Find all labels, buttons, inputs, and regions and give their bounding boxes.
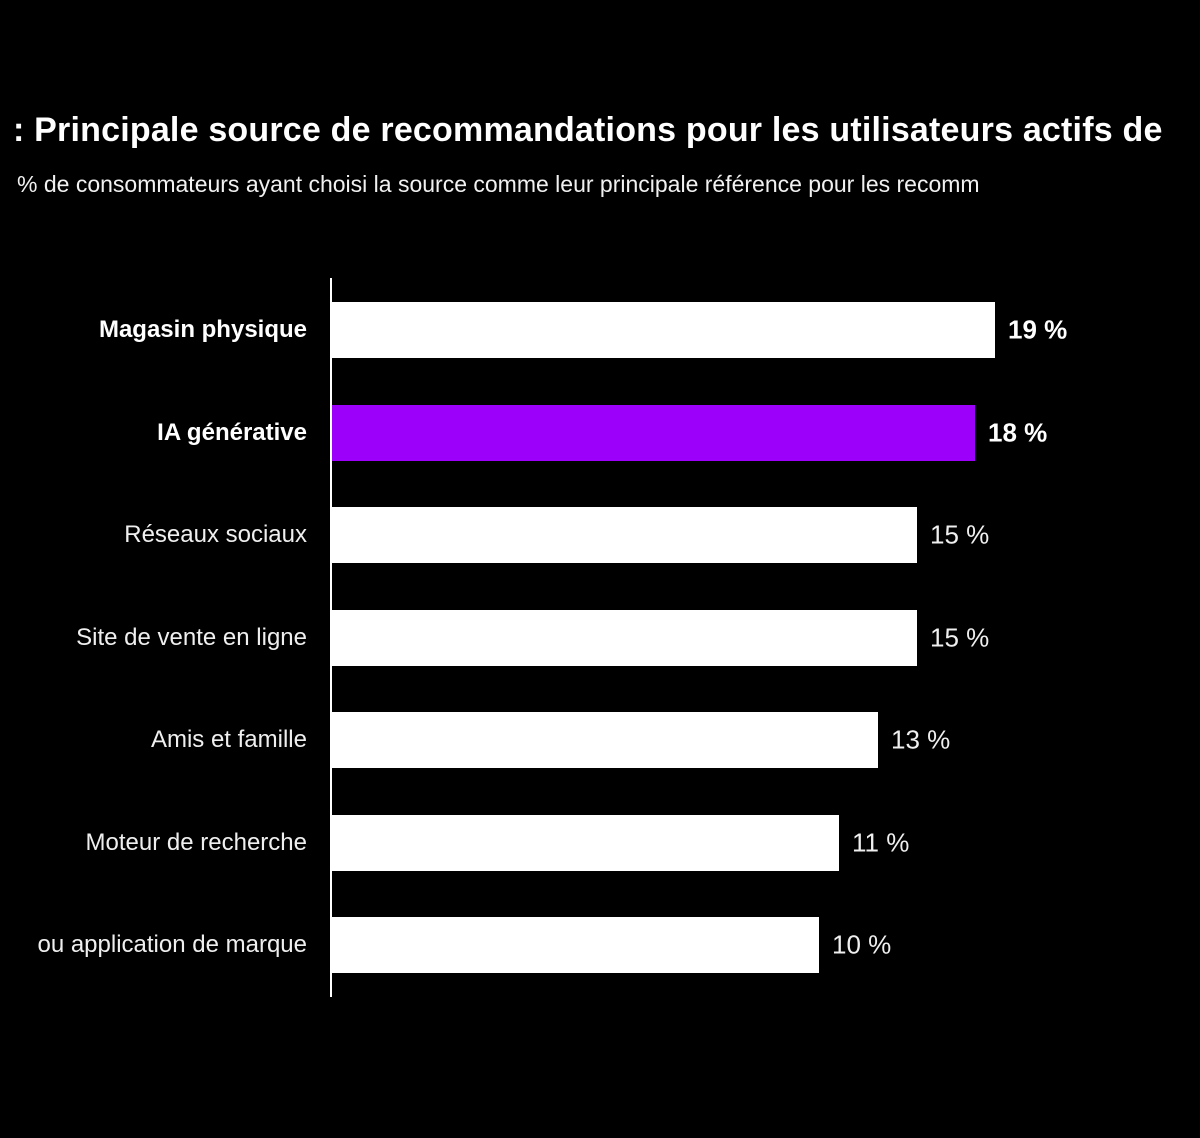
category-label: Moteur de recherche — [85, 829, 307, 856]
category-label: Amis et famille — [150, 726, 307, 753]
value-label: 10 % — [832, 929, 892, 960]
bar — [332, 815, 839, 871]
category-label: Magasin physique — [98, 316, 307, 343]
category-label: Réseaux sociaux — [124, 521, 307, 548]
chart-row: Magasin physique 19 % — [0, 302, 1200, 358]
bar — [332, 507, 917, 563]
bar-highlighted — [332, 405, 975, 461]
chart-title: : Principale source de recommandations p… — [13, 111, 1163, 149]
value-label: 15 % — [930, 519, 990, 550]
y-axis-line — [330, 278, 332, 997]
value-label: 13 % — [891, 724, 951, 755]
category-label: IA générative — [157, 419, 307, 446]
chart-subtitle: % de consommateurs ayant choisi la sourc… — [17, 171, 980, 197]
value-label: 18 % — [988, 417, 1048, 448]
value-label: 15 % — [930, 622, 990, 653]
chart-row: Amis et famille 13 % — [0, 712, 1200, 768]
bar — [332, 917, 819, 973]
category-label: ou application de marque — [37, 931, 307, 958]
chart-row: ou application de marque 10 % — [0, 917, 1200, 973]
value-label: 11 % — [852, 827, 910, 858]
chart-row: Site de vente en ligne 15 % — [0, 610, 1200, 666]
chart-row: IA générative 18 % — [0, 405, 1200, 461]
chart-row: Réseaux sociaux 15 % — [0, 507, 1200, 563]
bar — [332, 610, 917, 666]
category-label: Site de vente en ligne — [76, 624, 307, 651]
bar — [332, 302, 995, 358]
chart-row: Moteur de recherche 11 % — [0, 815, 1200, 871]
value-label: 19 % — [1008, 314, 1068, 345]
bar — [332, 712, 878, 768]
